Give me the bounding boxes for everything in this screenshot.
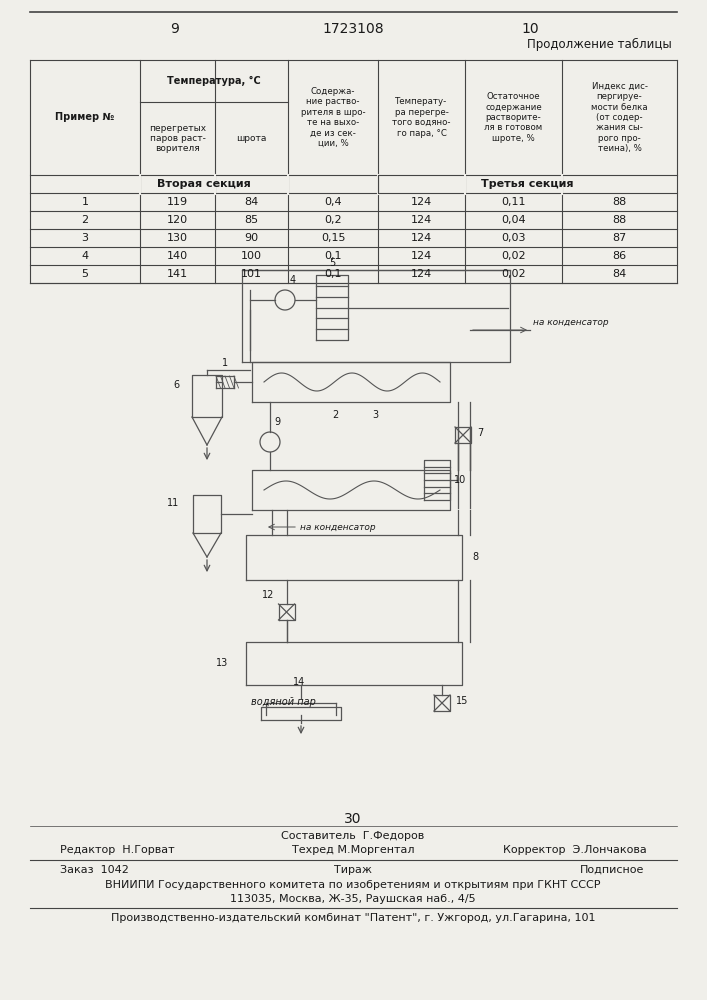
Text: 0,1: 0,1 <box>325 269 341 279</box>
Text: 84: 84 <box>245 197 259 207</box>
Text: 8: 8 <box>472 552 478 562</box>
Text: на конденсатор: на конденсатор <box>300 522 375 532</box>
Text: Остаточное
содержание
растворите-
ля в готовом
шроте, %: Остаточное содержание растворите- ля в г… <box>484 92 543 143</box>
Text: Температура, °С: Температура, °С <box>167 76 261 86</box>
Text: 4: 4 <box>290 275 296 285</box>
Text: Заказ  1042: Заказ 1042 <box>60 865 129 875</box>
Text: 0,02: 0,02 <box>501 251 526 261</box>
Text: 88: 88 <box>612 197 626 207</box>
Text: 87: 87 <box>612 233 626 243</box>
Text: 9: 9 <box>274 417 280 427</box>
Text: 10: 10 <box>454 475 466 485</box>
Text: 140: 140 <box>167 251 188 261</box>
Text: 124: 124 <box>411 215 432 225</box>
Text: 10: 10 <box>521 22 539 36</box>
Text: 124: 124 <box>411 251 432 261</box>
Text: 124: 124 <box>411 233 432 243</box>
Text: 120: 120 <box>167 215 188 225</box>
Text: Продолжение таблицы: Продолжение таблицы <box>527 38 672 51</box>
Text: 1723108: 1723108 <box>322 22 384 36</box>
Text: Корректор  Э.Лончакова: Корректор Э.Лончакова <box>503 845 647 855</box>
Text: шрота: шрота <box>236 134 267 143</box>
Text: водяной пар: водяной пар <box>251 697 316 707</box>
Text: 0,2: 0,2 <box>325 215 341 225</box>
Text: 0,02: 0,02 <box>501 269 526 279</box>
Text: 15: 15 <box>456 696 468 706</box>
Text: перегретых
паров раст-
ворителя: перегретых паров раст- ворителя <box>149 124 206 153</box>
Text: 124: 124 <box>411 269 432 279</box>
Text: 5: 5 <box>329 258 335 268</box>
Text: 1: 1 <box>81 197 88 207</box>
Text: 9: 9 <box>170 22 180 36</box>
Text: Составитель  Г.Федоров: Составитель Г.Федоров <box>281 831 425 841</box>
Text: Тираж: Тираж <box>334 865 372 875</box>
Text: Редактор  Н.Горват: Редактор Н.Горват <box>60 845 175 855</box>
Text: 12: 12 <box>262 590 274 600</box>
Text: 2: 2 <box>332 410 338 420</box>
Text: 84: 84 <box>612 269 626 279</box>
Text: 100: 100 <box>241 251 262 261</box>
Text: 0,03: 0,03 <box>501 233 526 243</box>
Text: 11: 11 <box>167 498 179 508</box>
Text: 0,4: 0,4 <box>325 197 341 207</box>
Text: Техред М.Моргентал: Техред М.Моргентал <box>292 845 414 855</box>
Text: 3: 3 <box>81 233 88 243</box>
Text: 90: 90 <box>245 233 259 243</box>
Text: 5: 5 <box>81 269 88 279</box>
Text: 101: 101 <box>241 269 262 279</box>
Text: Производственно-издательский комбинат "Патент", г. Ужгород, ул.Гагарина, 101: Производственно-издательский комбинат "П… <box>111 913 595 923</box>
Text: Третья секция: Третья секция <box>481 179 574 189</box>
Text: 0,04: 0,04 <box>501 215 526 225</box>
Text: 3: 3 <box>372 410 378 420</box>
Text: 13: 13 <box>216 658 228 668</box>
Text: 0,1: 0,1 <box>325 251 341 261</box>
Text: Подписное: Подписное <box>580 865 644 875</box>
Text: на конденсатор: на конденсатор <box>533 318 609 327</box>
Text: 113035, Москва, Ж-35, Раушская наб., 4/5: 113035, Москва, Ж-35, Раушская наб., 4/5 <box>230 894 476 904</box>
Text: 30: 30 <box>344 812 362 826</box>
Text: ВНИИПИ Государственного комитета по изобретениям и открытиям при ГКНТ СССР: ВНИИПИ Государственного комитета по изоб… <box>105 880 601 890</box>
Text: 119: 119 <box>167 197 188 207</box>
Text: Индекс дис-
пергируе-
мости белка
(от содер-
жания сы-
рого про-
теина), %: Индекс дис- пергируе- мости белка (от со… <box>591 82 648 153</box>
Text: 1: 1 <box>222 358 228 368</box>
Text: 2: 2 <box>81 215 88 225</box>
Text: 4: 4 <box>81 251 88 261</box>
Text: 14: 14 <box>293 677 305 687</box>
Text: 85: 85 <box>245 215 259 225</box>
Text: 7: 7 <box>477 428 484 438</box>
Text: 124: 124 <box>411 197 432 207</box>
Text: Пример №: Пример № <box>55 112 115 122</box>
Text: 0,11: 0,11 <box>501 197 526 207</box>
Text: Температу-
ра перегре-
того водяно-
го пара, °С: Температу- ра перегре- того водяно- го п… <box>392 97 451 138</box>
Text: 0,15: 0,15 <box>321 233 345 243</box>
Text: Содержа-
ние раство-
рителя в шро-
те на выхо-
де из сек-
ции, %: Содержа- ние раство- рителя в шро- те на… <box>300 87 366 148</box>
Text: 88: 88 <box>612 215 626 225</box>
Text: Вторая секция: Вторая секция <box>157 179 251 189</box>
Text: 141: 141 <box>167 269 188 279</box>
Text: 6: 6 <box>173 380 179 390</box>
Text: 86: 86 <box>612 251 626 261</box>
Text: 130: 130 <box>167 233 188 243</box>
